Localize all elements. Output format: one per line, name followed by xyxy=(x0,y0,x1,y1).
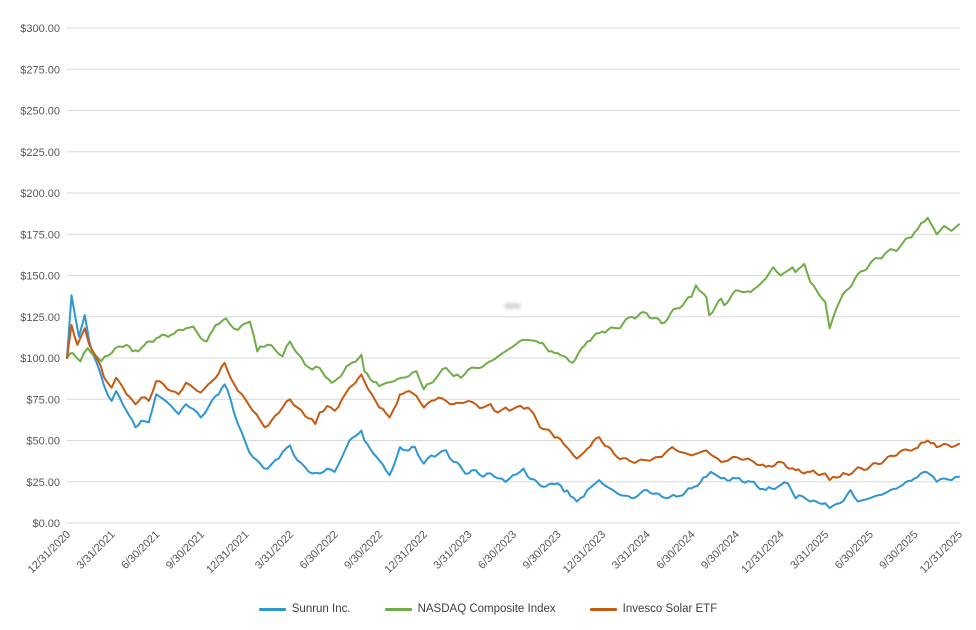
series-line-1 xyxy=(66,216,960,391)
y-axis-tick-label: $125.00 xyxy=(20,312,60,324)
x-axis-tick-label: 12/31/2024 xyxy=(739,529,786,576)
nasdaq-line-swatch-icon xyxy=(384,607,412,611)
x-axis-tick-label: 9/30/2022 xyxy=(342,529,385,572)
x-axis-tick-label: 12/31/2025 xyxy=(918,529,965,576)
series-line-2 xyxy=(66,324,960,482)
x-axis-tick-label: 6/30/2023 xyxy=(476,529,519,572)
y-axis-tick-label: $0.00 xyxy=(32,518,60,530)
x-axis-tick-label: 6/30/2021 xyxy=(119,529,162,572)
x-axis-tick-label: 9/30/2023 xyxy=(521,529,564,572)
y-axis-tick-label: $200.00 xyxy=(20,188,60,200)
screen-smudge-artifact xyxy=(504,303,521,309)
y-axis-tick-label: $225.00 xyxy=(20,147,60,159)
x-axis-tick-label: 9/30/2025 xyxy=(877,529,920,572)
legend-item-nasdaq: NASDAQ Composite Index xyxy=(384,603,556,615)
legend-item-sunrun: Sunrun Inc. xyxy=(258,603,351,615)
x-axis-tick-label: 12/31/2021 xyxy=(204,529,251,576)
x-axis-tick-label: 12/31/2020 xyxy=(26,529,73,576)
x-axis-tick-label: 12/31/2022 xyxy=(383,529,430,576)
y-axis-tick-label: $175.00 xyxy=(20,229,60,241)
invesco-line-swatch-icon xyxy=(589,607,617,611)
y-axis-tick-label: $100.00 xyxy=(20,353,60,365)
y-axis-tick-label: $150.00 xyxy=(20,271,60,283)
x-axis-tick-label: 3/31/2023 xyxy=(431,529,474,572)
y-axis-tick-label: $300.00 xyxy=(20,23,60,35)
y-axis-tick-label: $275.00 xyxy=(20,64,60,76)
y-axis-tick-label: $250.00 xyxy=(20,106,60,118)
x-axis-tick-label: 9/30/2021 xyxy=(164,529,207,572)
legend-label-sunrun: Sunrun Inc. xyxy=(291,603,351,615)
y-axis-tick-label: $50.00 xyxy=(26,436,60,448)
series-line-0 xyxy=(66,294,960,510)
x-axis-tick-label: 6/30/2025 xyxy=(833,529,876,572)
x-axis-tick-label: 3/31/2025 xyxy=(788,529,831,572)
x-axis-tick-label: 12/31/2023 xyxy=(561,529,608,576)
x-axis-tick-label: 3/31/2021 xyxy=(75,529,118,572)
y-axis-tick-label: $75.00 xyxy=(26,394,60,406)
x-axis-tick-label: 6/30/2024 xyxy=(654,529,697,572)
sunrun-line-swatch-icon xyxy=(258,607,286,611)
chart-legend: Sunrun Inc. NASDAQ Composite Index Inves… xyxy=(0,603,976,615)
x-axis-tick-label: 3/31/2022 xyxy=(253,529,296,572)
legend-label-invesco: Invesco Solar ETF xyxy=(622,603,718,615)
x-axis-tick-label: 3/31/2024 xyxy=(610,529,653,572)
x-axis-tick-label: 6/30/2022 xyxy=(298,529,341,572)
legend-label-nasdaq: NASDAQ Composite Index xyxy=(417,603,556,615)
y-axis-tick-label: $25.00 xyxy=(26,477,60,489)
legend-item-invesco: Invesco Solar ETF xyxy=(589,603,718,615)
x-axis-tick-label: 9/30/2024 xyxy=(699,529,742,572)
